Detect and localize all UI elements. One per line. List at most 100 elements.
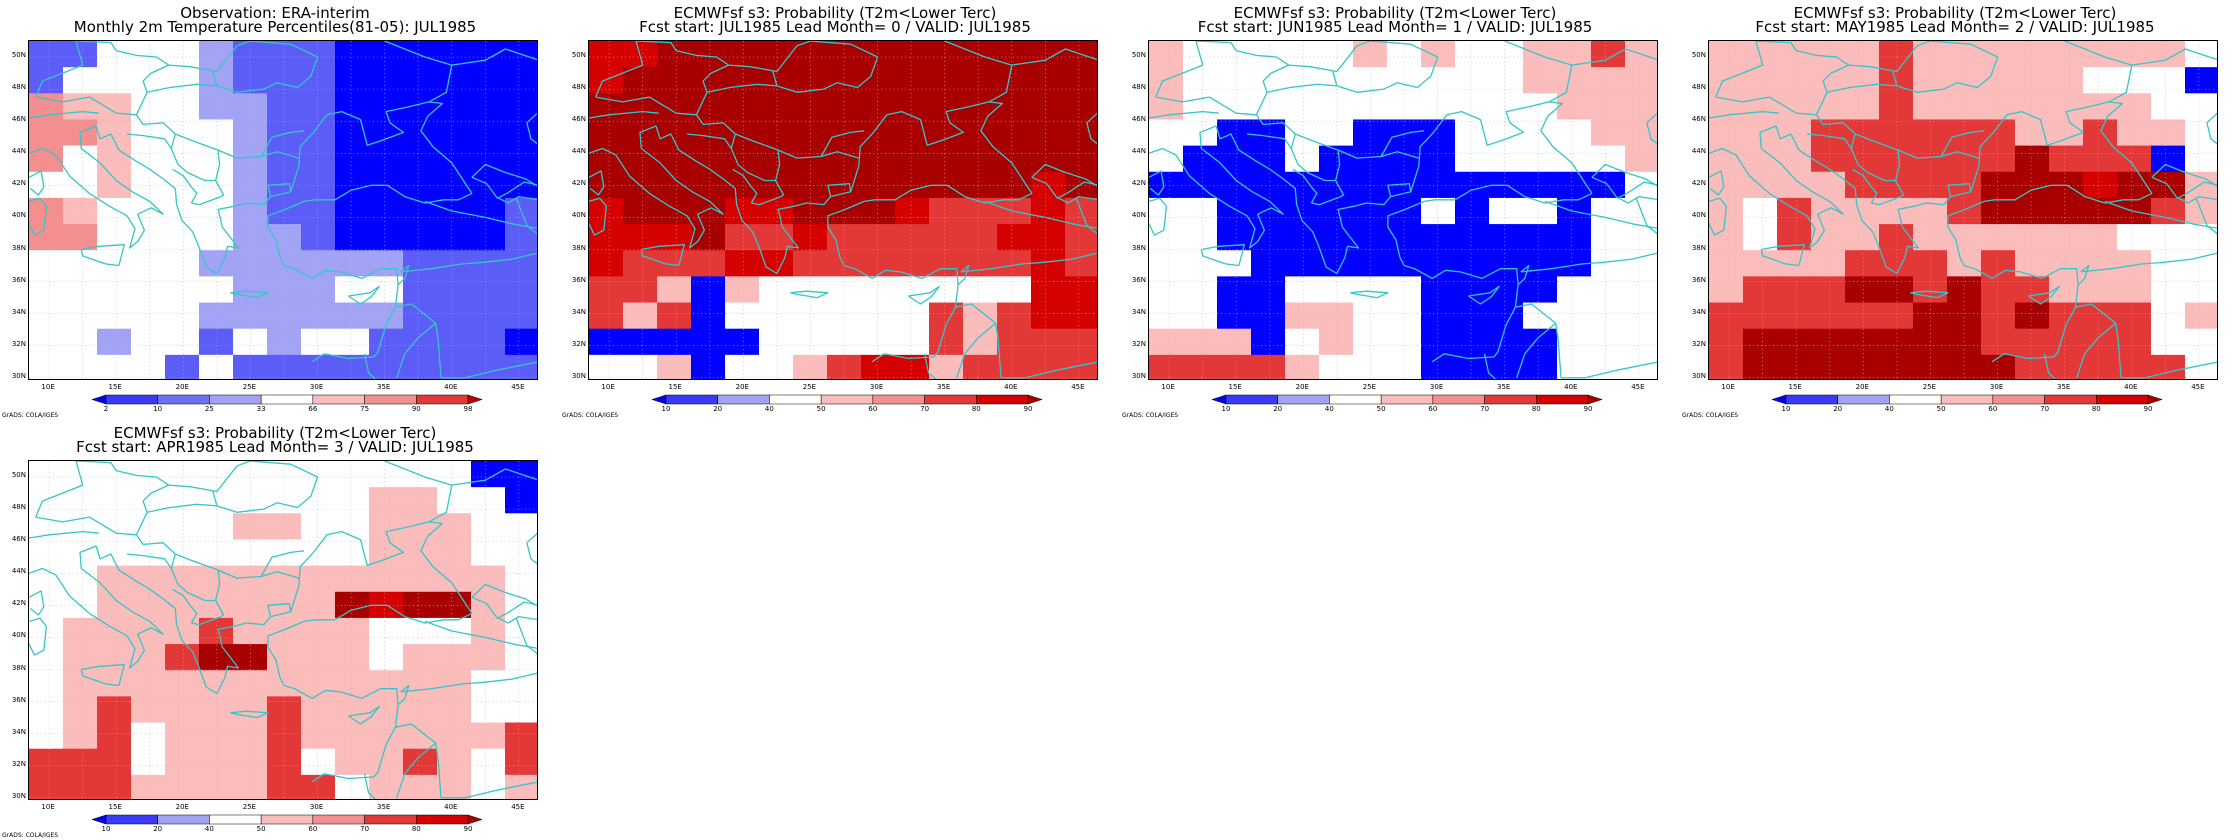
grid-cell — [369, 145, 404, 173]
grid-cell — [2049, 250, 2084, 277]
grid-cell — [63, 617, 98, 645]
grid-cell — [657, 171, 692, 199]
grid-cell — [1591, 119, 1626, 147]
coastline-segment — [774, 150, 781, 181]
grid-cell — [63, 197, 98, 225]
grid-cell — [233, 354, 268, 379]
grid-cell — [1489, 354, 1524, 379]
grid-cell — [233, 328, 268, 356]
grid-cell — [233, 302, 268, 330]
lon-tick-label: 30E — [1989, 383, 2004, 391]
coastline-segment — [1262, 64, 1289, 93]
coastline-segment — [397, 264, 410, 286]
grads-credit: GrADS: COLA/IGES — [1122, 412, 1179, 419]
coastline-segment — [35, 502, 298, 536]
coastline-segment — [397, 684, 410, 706]
grid-cell — [2049, 145, 2084, 173]
grid-cell — [623, 354, 658, 379]
grid-cell — [1845, 93, 1880, 121]
grid-cell — [29, 774, 64, 799]
grid-cell — [963, 328, 998, 356]
coastline-segment — [267, 604, 473, 783]
grid-cell — [1811, 328, 1846, 356]
grid-cell — [199, 41, 234, 68]
grid-cell — [1981, 328, 2016, 356]
grid-cell — [301, 67, 336, 94]
grid-cell — [1709, 41, 1744, 68]
grid-cell — [97, 302, 132, 330]
lon-tick-label: 45E — [1631, 383, 1645, 391]
grid-cell — [267, 250, 302, 277]
grid-cell — [2049, 197, 2084, 225]
grid-cell — [2117, 302, 2152, 330]
grid-cell — [301, 171, 336, 199]
colorbar-tick-label: 40 — [1884, 405, 1894, 413]
grid-cell — [691, 276, 726, 304]
lat-tick-label: 38N — [11, 243, 26, 252]
grid-cell — [725, 119, 760, 147]
grid-cell — [131, 328, 166, 356]
grid-cell — [369, 224, 404, 251]
grid-cell — [1183, 224, 1218, 251]
grid-cell — [1845, 354, 1880, 379]
coastline-segment — [1571, 48, 1657, 66]
coastline-segment — [400, 672, 537, 693]
grid-cell — [2185, 276, 2217, 304]
grid-cell — [2151, 67, 2186, 94]
grid-cell — [1591, 328, 1626, 356]
grid-cell — [165, 250, 200, 277]
grid-cell — [1149, 41, 1184, 68]
grid-cell — [1421, 250, 1456, 277]
grid-cell — [1065, 145, 1097, 173]
grid-cell — [1981, 197, 2016, 225]
grid-cell — [1913, 302, 1948, 330]
coastline-segment — [956, 322, 997, 379]
lat-tick-label: 42N — [11, 179, 26, 188]
grid-cell — [335, 41, 370, 68]
lat-tick-label: 48N — [11, 503, 26, 512]
coastline-segment — [236, 461, 319, 508]
map-svg — [589, 41, 1097, 379]
grid-cell — [1251, 250, 1286, 277]
grid-cell — [505, 276, 537, 304]
grid-cell — [199, 539, 234, 567]
coastline-segment — [1149, 170, 1165, 196]
coastline-segment — [526, 532, 537, 565]
grads-credit: GrADS: COLA/IGES — [2, 832, 59, 839]
grid-cell — [63, 93, 98, 121]
grid-cell — [1913, 197, 1948, 225]
grid-cell — [471, 644, 506, 671]
grid-cell — [1285, 67, 1320, 94]
coastline-segment — [363, 353, 377, 379]
grid-cell — [1353, 119, 1388, 147]
grid-cell — [589, 171, 624, 199]
colorbar-tick-label: 50 — [816, 405, 826, 413]
grid-cell — [1557, 41, 1592, 68]
grid-cell — [403, 302, 438, 330]
lat-tick-label: 50N — [11, 471, 26, 479]
coastline-segment — [1755, 41, 1918, 73]
grid-cell — [1031, 250, 1066, 277]
grid-cell — [1879, 354, 1914, 379]
grid-cell — [589, 276, 624, 304]
grid-cell — [895, 250, 930, 277]
grid-cell — [1777, 224, 1812, 251]
grid-cell — [1811, 41, 1846, 68]
panel-title-line-1: Observation: ERA-interim — [180, 4, 370, 22]
lon-tick-label: 20E — [1855, 383, 1869, 391]
colorbar-tick-label: 90 — [411, 405, 421, 413]
coastline-segment — [1215, 101, 1593, 275]
grid-cell — [997, 145, 1032, 173]
grid-cell — [1251, 302, 1286, 330]
grid-cell — [1285, 119, 1320, 147]
grid-cell — [895, 224, 930, 251]
coastline-segment — [589, 170, 605, 196]
grid-cell — [1947, 67, 1982, 94]
coastline-segment — [80, 244, 125, 267]
grid-cell — [199, 461, 234, 488]
coastline-segment — [2028, 285, 2060, 305]
colorbar-swatch — [416, 394, 469, 405]
grid-cell — [1709, 302, 1744, 330]
colorbar-tick-label: 20 — [1273, 405, 1283, 413]
grid-cell — [861, 250, 896, 277]
